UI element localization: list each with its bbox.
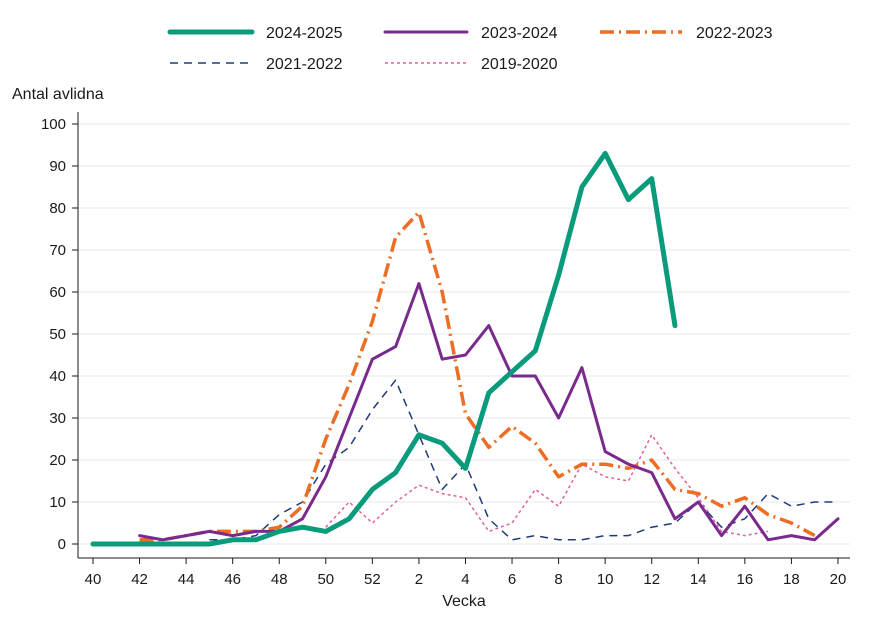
x-tick-label: 40 — [85, 571, 102, 588]
y-tick-label: 80 — [49, 200, 66, 217]
y-tick-label: 50 — [49, 326, 66, 343]
series-line-2019-2020 — [326, 435, 838, 536]
x-tick-label: 8 — [554, 571, 562, 588]
y-tick-label: 30 — [49, 410, 66, 427]
y-ticks: 0 10 20 30 40 50 60 70 80 90 100 — [41, 116, 78, 553]
x-tick-label: 46 — [224, 571, 241, 588]
legend: 2024-2025 2023-2024 2022-2023 2021-2022 2019… — [167, 25, 773, 73]
axes — [77, 112, 850, 559]
legend-label: 2019-2020 — [481, 56, 558, 73]
series-lines — [93, 153, 840, 544]
y-axis-title: Antal avlidna — [12, 86, 104, 103]
x-tick-label: 16 — [736, 571, 753, 588]
y-tick-label: 10 — [49, 494, 66, 511]
x-axis-title: Vecka — [442, 593, 486, 610]
x-tick-label: 2 — [415, 571, 423, 588]
series-line-2024-2025 — [93, 153, 745, 544]
y-tick-label: 0 — [58, 536, 66, 553]
y-tick-label: 60 — [49, 284, 66, 301]
x-tick-label: 42 — [131, 571, 148, 588]
legend-label: 2021-2022 — [266, 56, 343, 73]
x-tick-label: 10 — [597, 571, 614, 588]
x-tick-label: 18 — [783, 571, 800, 588]
y-tick-label: 70 — [49, 242, 66, 259]
legend-label: 2022-2023 — [696, 25, 773, 42]
x-ticks: 40 42 44 46 48 50 52 2 4 6 8 10 12 14 16 18 20 — [85, 558, 847, 588]
x-tick-label: 14 — [690, 571, 707, 588]
y-tick-label: 20 — [49, 452, 66, 469]
x-tick-label: 12 — [643, 571, 660, 588]
x-tick-label: 50 — [317, 571, 334, 588]
x-tick-label: 20 — [830, 571, 847, 588]
x-tick-label: 52 — [364, 571, 381, 588]
series-line-2023-2024 — [138, 282, 840, 542]
x-tick-label: 48 — [271, 571, 288, 588]
legend-label: 2023-2024 — [481, 25, 558, 42]
y-tick-label: 90 — [49, 158, 66, 175]
x-tick-label: 4 — [461, 571, 469, 588]
x-tick-label: 6 — [508, 571, 516, 588]
x-tick-label: 44 — [178, 571, 195, 588]
grid-lines — [78, 123, 850, 545]
y-tick-label: 40 — [49, 368, 66, 385]
legend-label: 2024-2025 — [266, 25, 343, 42]
y-tick-label: 100 — [41, 116, 66, 133]
